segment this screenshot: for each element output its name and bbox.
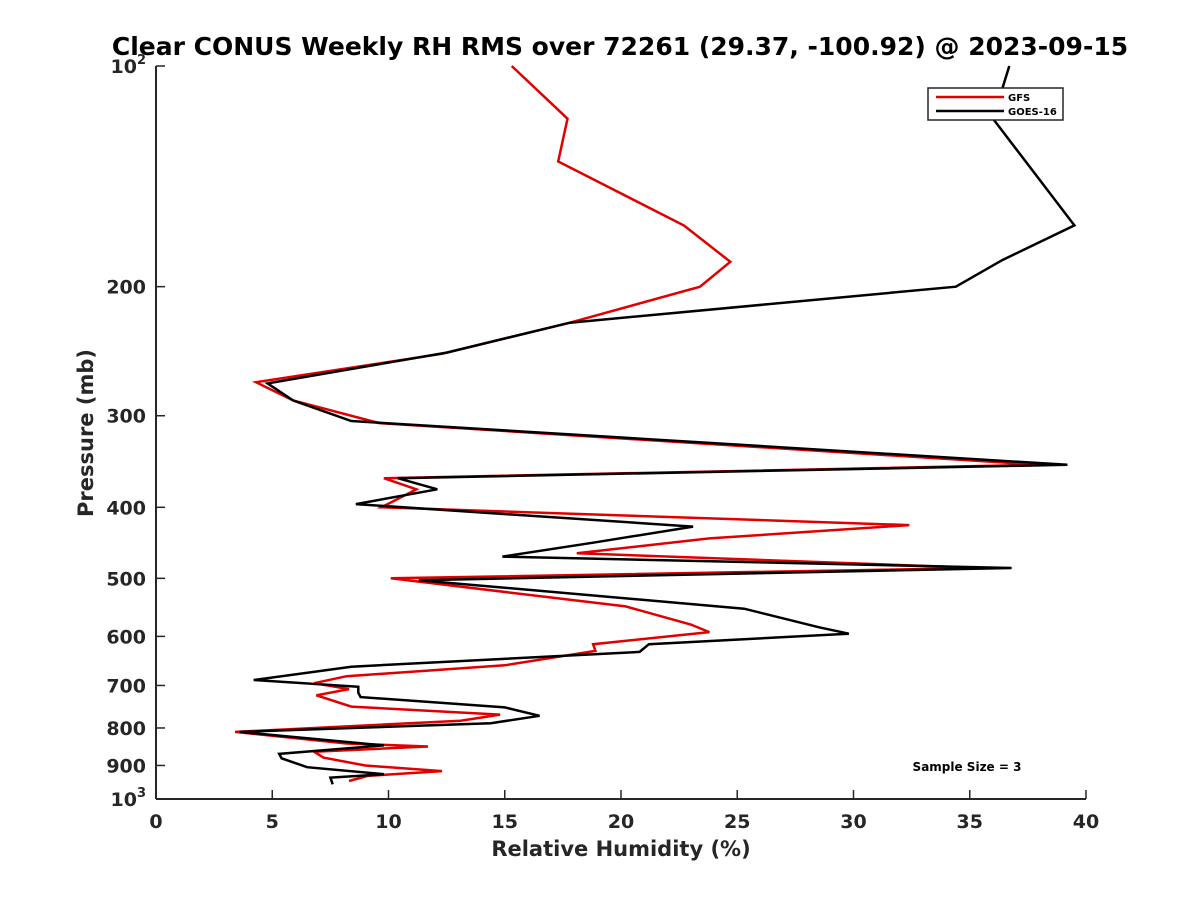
y-tick-label: 600	[106, 626, 146, 648]
series-line-goes-16	[239, 65, 1077, 785]
y-tick-label: 200	[106, 277, 146, 299]
y-ticks: 102 200 300 400 500 600 700 800 900 103	[106, 53, 165, 811]
x-tick-label: 20	[608, 811, 634, 833]
x-tick-label: 0	[149, 811, 162, 833]
x-tick-label: 35	[957, 811, 983, 833]
legend-label-goes-16: GOES-16	[1008, 107, 1057, 118]
x-tick-label: 5	[266, 811, 279, 833]
x-tick-label: 40	[1073, 811, 1099, 833]
x-ticks: 0 5 10 15 20 25 30 35 40	[149, 790, 1099, 833]
x-tick-label: 25	[724, 811, 750, 833]
chart-title: Clear CONUS Weekly RH RMS over 72261 (29…	[112, 32, 1128, 61]
x-axis-label: Relative Humidity (%)	[491, 837, 750, 861]
y-tick-label: 700	[106, 675, 146, 697]
y-axis-label: Pressure (mb)	[74, 349, 98, 517]
legend: GFS GOES-16	[927, 87, 1064, 121]
series-layer	[234, 65, 1077, 785]
y-tick-label: 300	[106, 406, 146, 428]
x-tick-label: 10	[375, 811, 401, 833]
x-tick-label: 15	[492, 811, 518, 833]
y-tick-label: 500	[106, 568, 146, 590]
x-tick-label: 30	[840, 811, 866, 833]
legend-box	[927, 87, 1064, 121]
y-tick-label: 400	[106, 497, 146, 519]
sample-size-annotation: Sample Size = 3	[913, 760, 1022, 774]
y-tick-label: 103	[111, 786, 147, 811]
legend-label-gfs: GFS	[1008, 93, 1030, 104]
y-tick-label: 900	[106, 755, 146, 777]
y-tick-label: 800	[106, 718, 146, 740]
y-tick-label: 102	[111, 53, 147, 78]
